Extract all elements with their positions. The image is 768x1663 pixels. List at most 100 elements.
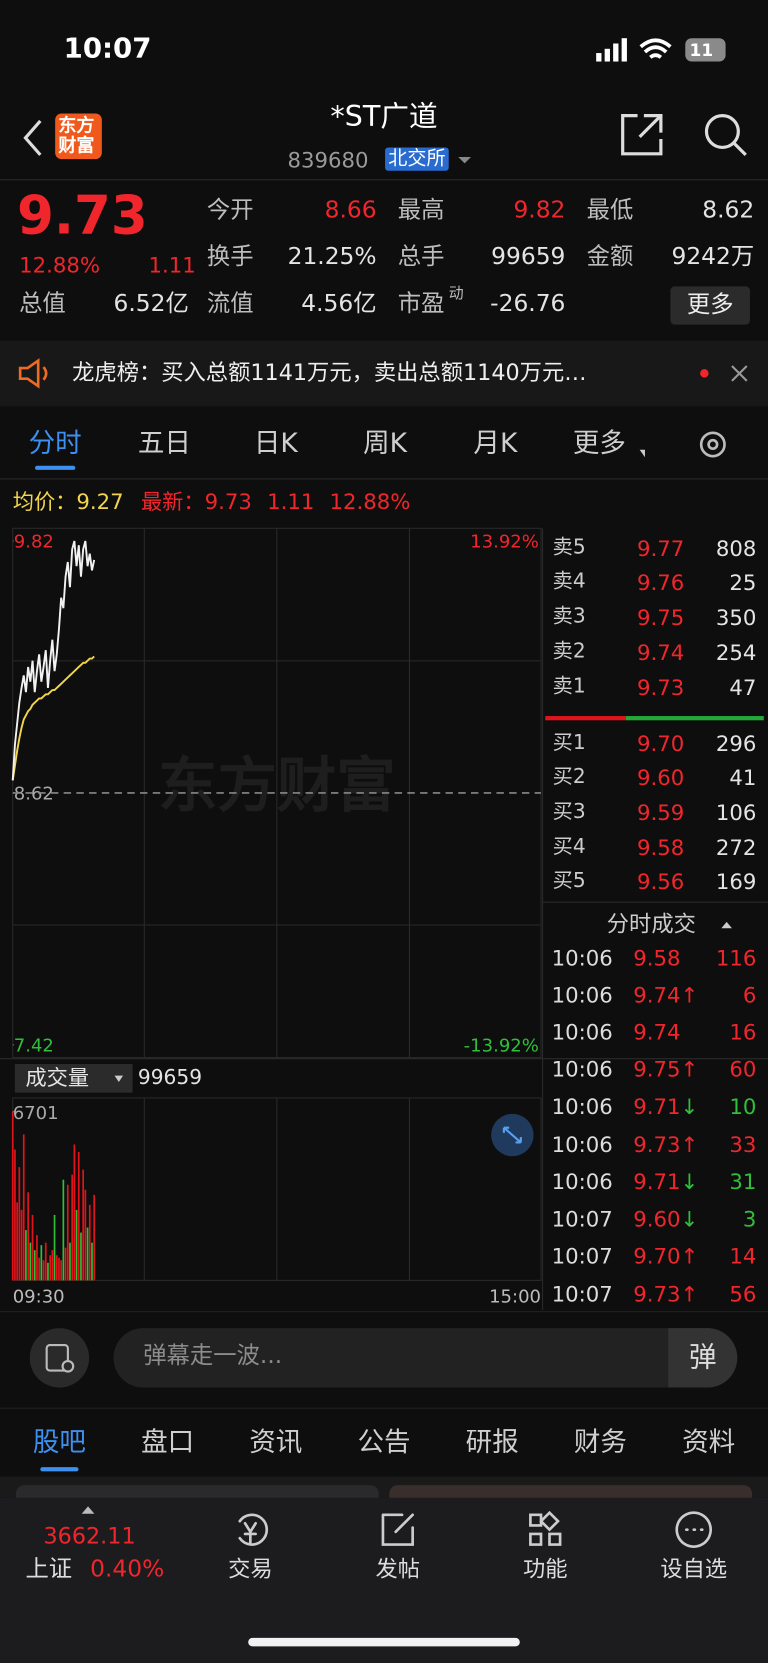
book-label: 卖5 <box>552 535 586 560</box>
dropdown-icon <box>114 1075 124 1083</box>
volume-bar <box>27 1192 29 1281</box>
tab-indicator <box>35 465 76 470</box>
volume-bar <box>29 1242 32 1281</box>
dropdown-icon[interactable] <box>456 154 473 167</box>
nav-label[interactable]: 设自选 <box>660 1556 728 1582</box>
book-volume: 41 <box>729 764 757 791</box>
divider <box>542 901 768 903</box>
price-pct: 12.88% <box>19 252 100 278</box>
banner[interactable]: 龙虎榜：买入总额1141万元，卖出总额1140万元… <box>0 340 768 407</box>
pct-bottom: -13.92% <box>464 1035 539 1056</box>
volume-bar <box>82 1169 85 1281</box>
content-tab[interactable]: 财务 <box>573 1426 627 1458</box>
nav-label[interactable]: 交易 <box>228 1556 273 1582</box>
volume-bar <box>93 1194 96 1281</box>
field-label: 金额 <box>586 243 634 271</box>
book-price: 9.75 <box>636 604 685 631</box>
trade-time: 10:06 <box>551 982 613 1008</box>
logo: 东方 财富 <box>55 113 102 160</box>
last-pct: 12.88% <box>329 489 411 515</box>
time-start: 09:30 <box>13 1287 65 1308</box>
search-button[interactable] <box>702 111 749 158</box>
book-volume: 808 <box>715 535 757 562</box>
buy-pressure-bar <box>625 716 764 721</box>
chart-tab[interactable]: 分时 <box>28 427 82 459</box>
trade-time: 10:06 <box>551 1169 613 1195</box>
volume-bar <box>64 1247 67 1281</box>
content-tab[interactable]: 资料 <box>682 1426 736 1458</box>
status-icons: 11 <box>596 38 726 62</box>
settings-button[interactable] <box>696 428 730 462</box>
content-tab[interactable]: 盘口 <box>141 1426 195 1458</box>
home-indicator <box>248 1637 520 1647</box>
danmaku-send[interactable]: 弹 <box>668 1328 738 1388</box>
book-price: 9.73 <box>636 674 685 701</box>
trades-title[interactable]: 分时成交 <box>606 911 696 937</box>
content-tab[interactable]: 资讯 <box>249 1426 303 1458</box>
more-button[interactable]: 更多 <box>670 286 750 325</box>
nav-icon[interactable] <box>522 1506 569 1553</box>
y-tick-label: 9.82 <box>14 531 54 552</box>
book-label: 卖3 <box>552 604 586 628</box>
book-volume: 106 <box>715 799 757 826</box>
chart-tab[interactable]: 周K <box>363 427 408 459</box>
volume-bar <box>66 1184 69 1281</box>
chart-tab[interactable]: 日K <box>253 427 298 459</box>
content-tab[interactable]: 股吧 <box>32 1426 86 1458</box>
price-line <box>11 540 96 781</box>
volume-total: 99659 <box>137 1066 203 1090</box>
divider <box>542 528 544 1311</box>
exchange-badge: 北交所 <box>385 147 449 171</box>
volume-bar <box>49 1255 51 1281</box>
volume-bar <box>55 1255 58 1281</box>
field-label: 最高 <box>397 197 445 224</box>
field-value: 8.62 <box>702 197 755 224</box>
volume-bar <box>11 1111 14 1281</box>
nav-label[interactable]: 功能 <box>522 1556 568 1582</box>
danmaku-toggle[interactable] <box>29 1328 90 1388</box>
chart-tab[interactable]: 更多 <box>572 427 626 459</box>
time-end: 15:00 <box>489 1287 541 1308</box>
current-price: 9.73 <box>16 184 148 247</box>
danmaku-input[interactable]: 弹幕走一波... 弹 <box>113 1328 738 1388</box>
y-tick-label: 8.62 <box>14 783 54 804</box>
sell-pressure-bar <box>545 716 626 721</box>
book-volume: 47 <box>729 674 757 701</box>
content-tab[interactable]: 公告 <box>357 1426 411 1458</box>
volume-bar <box>86 1227 89 1281</box>
field-value: 8.66 <box>324 197 377 224</box>
trade-price: 9.71↓ <box>633 1093 699 1120</box>
speaker-icon <box>18 358 48 389</box>
expand-arrow[interactable] <box>81 1504 96 1515</box>
share-button[interactable] <box>618 111 665 158</box>
tab-indicator <box>40 1467 79 1472</box>
nav-icon[interactable] <box>374 1506 421 1553</box>
nav-icon[interactable] <box>227 1506 274 1553</box>
nav-label[interactable]: 发帖 <box>375 1556 421 1582</box>
volume-bar <box>58 1257 60 1281</box>
book-volume: 272 <box>715 834 757 861</box>
pct-top: 13.92% <box>470 531 539 552</box>
clock: 10:07 <box>63 32 152 65</box>
volume-bar <box>88 1204 91 1281</box>
book-price: 9.56 <box>636 868 685 895</box>
trade-price: 9.73↑ <box>633 1281 699 1307</box>
chart-tab[interactable]: 月K <box>473 427 518 459</box>
nav-icon[interactable] <box>670 1506 717 1553</box>
trade-volume: 60 <box>729 1056 757 1083</box>
intraday-chart: 东方财富 9.82 8.62 7.42 13.92% -13.92% 6701 09:30 15… <box>0 527 768 1308</box>
trade-price: 9.73↑ <box>633 1131 699 1158</box>
field-value: 21.25% <box>287 243 377 271</box>
field-label: 今开 <box>206 197 254 224</box>
back-button[interactable] <box>19 117 51 159</box>
volume-bar <box>22 1134 25 1281</box>
chart-tab[interactable]: 五日 <box>137 427 191 459</box>
close-button[interactable] <box>730 364 749 383</box>
field-label: 最低 <box>586 197 634 224</box>
book-label: 卖2 <box>552 639 586 663</box>
content-tab[interactable]: 研报 <box>465 1426 519 1458</box>
book-price: 9.58 <box>636 834 685 861</box>
volume-bar <box>18 1167 21 1281</box>
volume-bar <box>60 1260 63 1281</box>
volume-bar <box>20 1209 23 1281</box>
